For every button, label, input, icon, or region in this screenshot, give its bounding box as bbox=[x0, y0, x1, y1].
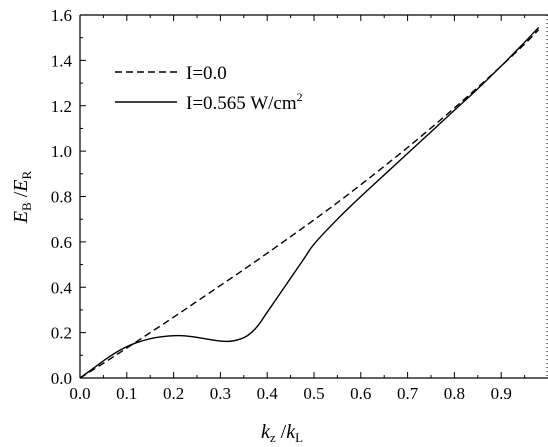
series-line-1 bbox=[79, 29, 540, 379]
x-axis-label: kz /kL bbox=[261, 421, 303, 442]
y-tick-label: 0.6 bbox=[51, 233, 72, 252]
y-tick-label: 1.6 bbox=[51, 6, 72, 25]
y-tick-label: 0.4 bbox=[51, 278, 73, 297]
y-axis-label-sep: / bbox=[10, 191, 32, 202]
x-tick-label: 0.8 bbox=[444, 384, 465, 403]
x-tick-label: 0.4 bbox=[257, 384, 279, 403]
y-tick-label: 1.0 bbox=[51, 142, 72, 161]
legend-label-series-2-text: I=0.565 W/cm bbox=[186, 93, 297, 114]
x-axis-label-main2: k bbox=[286, 421, 296, 442]
y-tick-label: 1.4 bbox=[51, 51, 73, 70]
y-tick-label: 0.2 bbox=[51, 324, 72, 343]
x-tick-label: 0.5 bbox=[303, 384, 324, 403]
legend-label-series-1: I=0.0 bbox=[186, 63, 227, 84]
x-tick-label: 0.0 bbox=[69, 384, 90, 403]
y-tick-label: 1.2 bbox=[51, 97, 72, 116]
y-tick-label: 0.0 bbox=[51, 369, 72, 388]
y-tick-label: 0.8 bbox=[51, 188, 72, 207]
y-axis-label-sub2: R bbox=[19, 171, 34, 180]
legend-label-series-2-sup: 2 bbox=[297, 90, 303, 104]
x-tick-label: 0.6 bbox=[350, 384, 371, 403]
legend-label-series-2: I=0.565 W/cm2 bbox=[186, 90, 303, 114]
series-line-2 bbox=[79, 26, 540, 379]
x-tick-label: 0.7 bbox=[397, 384, 419, 403]
y-axis-label-main2: E bbox=[10, 180, 32, 193]
x-tick-label: 0.2 bbox=[163, 384, 184, 403]
axis-ticks: 0.0 0.1 0.2 0.3 0.4 0.5 0.6 0.7 0.8 0.9 0.0 0.2 0.4 0… bbox=[51, 6, 526, 403]
x-axis-label-sep: / bbox=[276, 421, 287, 442]
y-axis-label-main: E bbox=[10, 211, 32, 224]
plot-frame bbox=[79, 14, 548, 379]
y-axis-label-sub1: B bbox=[19, 202, 34, 211]
series-layer bbox=[79, 26, 540, 379]
x-tick-label: 0.9 bbox=[491, 384, 512, 403]
x-axis-label-main: k bbox=[261, 421, 271, 442]
x-tick-label: 0.3 bbox=[210, 384, 231, 403]
legend: I=0.0 I=0.565 W/cm2 bbox=[115, 63, 303, 114]
x-axis-label-sub1: z bbox=[270, 430, 276, 442]
x-axis-label-sub2: L bbox=[295, 430, 303, 442]
x-tick-label: 0.1 bbox=[116, 384, 137, 403]
y-axis-label: EB /ER bbox=[10, 171, 34, 225]
